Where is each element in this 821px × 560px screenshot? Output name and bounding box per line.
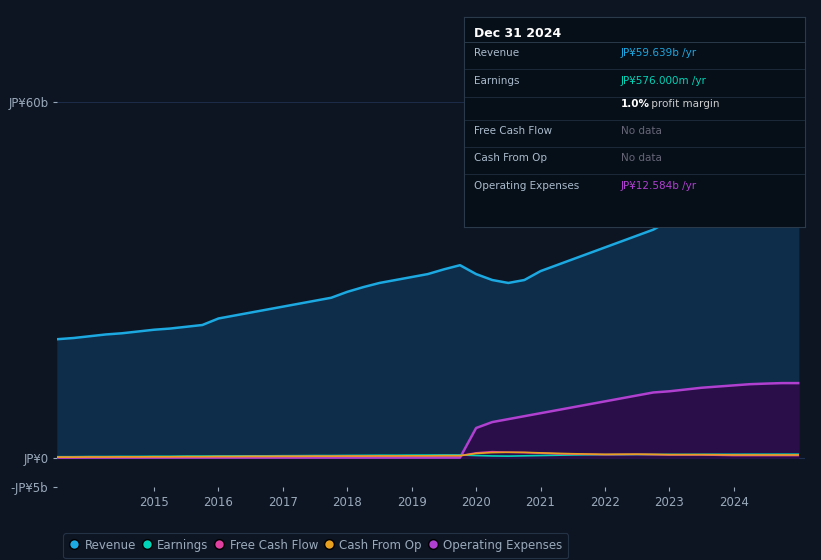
Text: Free Cash Flow: Free Cash Flow (474, 126, 553, 136)
Text: Operating Expenses: Operating Expenses (474, 180, 580, 190)
Text: Dec 31 2024: Dec 31 2024 (474, 27, 562, 40)
Text: No data: No data (621, 126, 662, 136)
Legend: Revenue, Earnings, Free Cash Flow, Cash From Op, Operating Expenses: Revenue, Earnings, Free Cash Flow, Cash … (63, 533, 568, 558)
Text: JP¥576.000m /yr: JP¥576.000m /yr (621, 76, 706, 86)
Text: Earnings: Earnings (474, 76, 520, 86)
Text: Revenue: Revenue (474, 48, 519, 58)
Text: JP¥59.639b /yr: JP¥59.639b /yr (621, 48, 697, 58)
Text: profit margin: profit margin (648, 99, 719, 109)
Text: Cash From Op: Cash From Op (474, 153, 547, 164)
Text: JP¥12.584b /yr: JP¥12.584b /yr (621, 180, 697, 190)
Text: 1.0%: 1.0% (621, 99, 649, 109)
Text: No data: No data (621, 153, 662, 164)
